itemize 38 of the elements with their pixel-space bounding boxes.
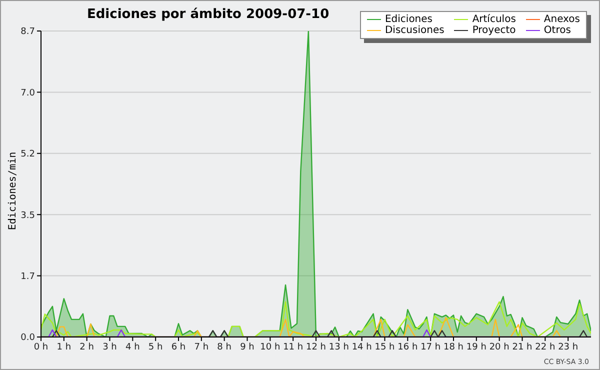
x-tick-label: 4 h bbox=[126, 342, 140, 352]
legend-label: Otros bbox=[544, 25, 571, 36]
x-tick-label: 22 h bbox=[535, 342, 556, 352]
x-tick-label: 15 h bbox=[374, 342, 395, 352]
x-tick-label: 13 h bbox=[328, 342, 349, 352]
x-tick-label: 5 h bbox=[148, 342, 163, 352]
x-tick-label: 6 h bbox=[171, 342, 186, 352]
legend-label: Proyecto bbox=[472, 25, 516, 36]
y-tick-label: 0.0 bbox=[20, 333, 36, 344]
x-tick-label: 21 h bbox=[512, 342, 532, 352]
x-tick-label: 9 h bbox=[240, 342, 254, 352]
x-tick-label: 7 h bbox=[194, 342, 209, 352]
y-tick-label: 8.7 bbox=[20, 27, 35, 38]
x-tick-label: 14 h bbox=[352, 342, 372, 352]
chart-title: Ediciones por ámbito 2009-07-10 bbox=[87, 7, 330, 22]
x-tick-label: 3 h bbox=[102, 342, 117, 352]
x-tick-label: 17 h bbox=[420, 342, 441, 352]
x-tick-label: 11 h bbox=[283, 342, 304, 352]
x-tick-label: 16 h bbox=[398, 342, 418, 352]
x-tick-label: 20 h bbox=[489, 342, 510, 352]
legend-label: Ediciones bbox=[384, 14, 433, 25]
x-tick-label: 1 h bbox=[56, 342, 72, 352]
y-tick-label: 1.7 bbox=[20, 272, 35, 282]
y-axis-title: Ediciones/min bbox=[8, 152, 18, 230]
x-tick-label: 23 h bbox=[558, 342, 578, 352]
x-tick-label: 2 h bbox=[80, 342, 94, 352]
x-tick-label: 10 h bbox=[260, 342, 280, 352]
legend-label: Anexos bbox=[544, 14, 580, 25]
y-tick-label: 3.5 bbox=[20, 210, 35, 221]
legend-label: Discusiones bbox=[384, 25, 444, 36]
x-tick-label: 18 h bbox=[443, 342, 464, 352]
x-tick-label: 8 h bbox=[217, 342, 232, 352]
y-tick-label: 7.0 bbox=[20, 88, 36, 98]
x-tick-label: 0 h bbox=[34, 342, 48, 352]
x-tick-label: 19 h bbox=[466, 342, 486, 352]
y-tick-label: 5.2 bbox=[20, 150, 35, 160]
x-tick-label: 12 h bbox=[306, 342, 326, 352]
legend-label: Artículos bbox=[472, 14, 516, 25]
